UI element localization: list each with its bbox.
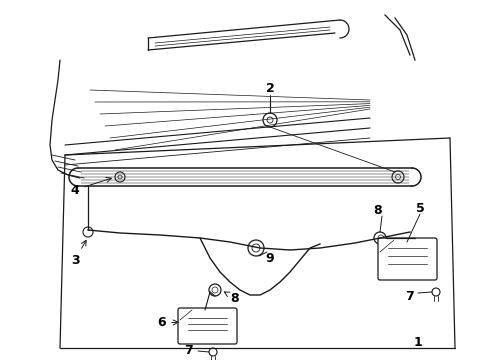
Text: 6: 6 [158,316,178,329]
Text: 8: 8 [224,292,239,305]
FancyBboxPatch shape [378,238,437,280]
Text: 9: 9 [266,252,274,265]
Text: 7: 7 [184,345,193,357]
Text: 7: 7 [406,289,415,302]
Text: 3: 3 [71,240,86,266]
Text: 5: 5 [416,202,424,215]
Text: 8: 8 [374,203,382,216]
Text: 4: 4 [71,177,111,197]
FancyBboxPatch shape [178,308,237,344]
Text: 1: 1 [414,337,422,350]
Text: 2: 2 [266,81,274,95]
